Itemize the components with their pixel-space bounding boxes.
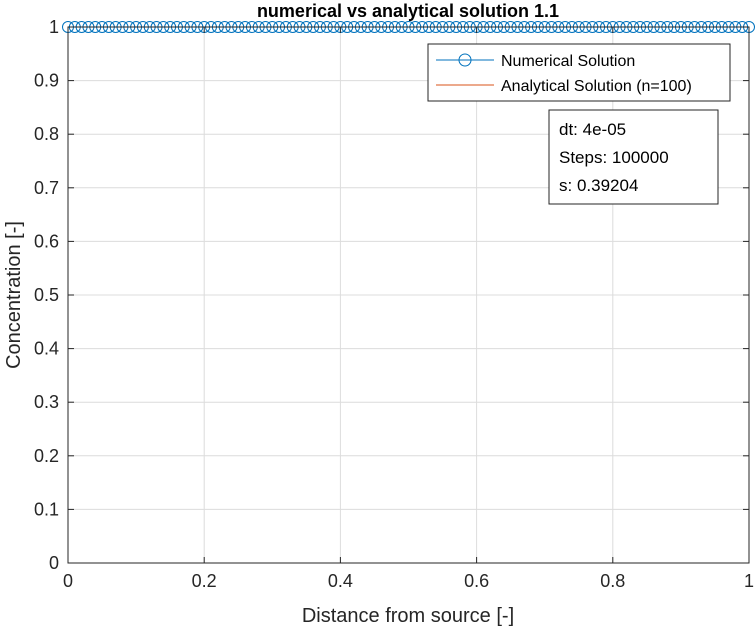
ticks [67, 26, 750, 564]
x-tick-label: 0.2 [192, 571, 217, 591]
y-tick-label: 0.5 [34, 285, 59, 305]
y-tick-label: 0.6 [34, 231, 59, 251]
annotation-dt: dt: 4e-05 [559, 120, 626, 139]
legend-numerical-marker-icon [458, 53, 472, 67]
y-tick-label: 0.4 [34, 339, 59, 359]
annotation-box: dt: 4e-05 Steps: 100000 s: 0.39204 [548, 109, 719, 205]
x-tick-label: 0.8 [600, 571, 625, 591]
x-tick-label: 0.4 [328, 571, 353, 591]
x-tick-label: 0.6 [464, 571, 489, 591]
x-tick-label: 1 [744, 571, 754, 591]
y-tick-label: 0.8 [34, 124, 59, 144]
x-tick-label: 0 [63, 571, 73, 591]
x-axis-label: Distance from source [-] [302, 605, 514, 627]
chart-title: numerical vs analytical solution 1.1 [257, 1, 559, 21]
y-axis-label: Concentration [-] [3, 221, 25, 369]
annotation-frame [548, 109, 719, 205]
legend-analytical-label: Analytical Solution (n=100) [501, 78, 692, 95]
legend: Numerical Solution Analytical Solution (… [427, 43, 731, 102]
y-tick-label: 1 [49, 17, 59, 37]
annotation-steps: Steps: 100000 [559, 148, 669, 167]
y-tick-label: 0.1 [34, 499, 59, 519]
y-tick-label: 0.3 [34, 392, 59, 412]
y-tick-label: 0 [49, 553, 59, 573]
tick-labels: 0 0.2 0.4 0.6 0.8 1 0 0.1 0.2 0.3 0.4 0.5 0.6 0.7 0.8 0… [34, 17, 754, 591]
y-tick-label: 0.2 [34, 446, 59, 466]
y-tick-label: 0.7 [34, 178, 59, 198]
legend-numerical-label: Numerical Solution [501, 53, 635, 70]
y-tick-label: 0.9 [34, 71, 59, 91]
annotation-s: s: 0.39204 [559, 176, 638, 195]
legend-box [427, 43, 731, 102]
